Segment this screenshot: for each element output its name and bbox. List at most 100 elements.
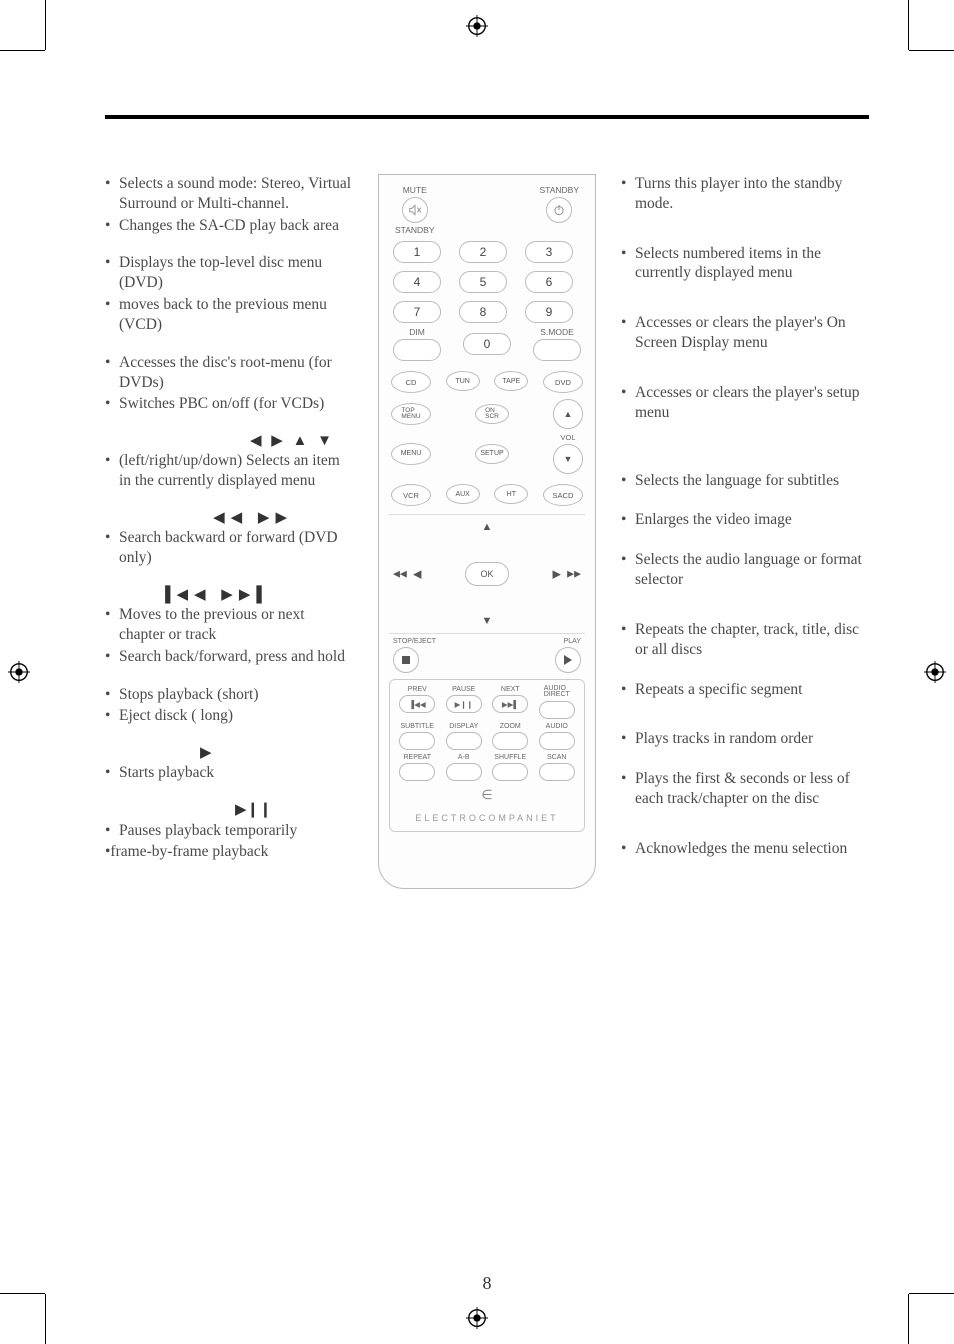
menu-button: MENU bbox=[391, 443, 431, 465]
num-2-button: 2 bbox=[459, 241, 507, 263]
zoom-button bbox=[492, 732, 528, 750]
right-group: Plays tracks in random order bbox=[621, 729, 869, 749]
pause-button: ▶❙❙ bbox=[446, 695, 482, 713]
middle-column: MUTE STANDBY STANDBY 1 bbox=[371, 174, 603, 889]
next-button: ▶▶▌ bbox=[492, 695, 528, 713]
list-item-raw: •frame-by-frame playback bbox=[105, 842, 353, 862]
list-item: Plays tracks in random order bbox=[621, 729, 869, 749]
audio-direct-button bbox=[539, 701, 575, 719]
columns: Selects a sound mode: Stereo, Virtual Su… bbox=[105, 174, 869, 889]
menu-row-1: TOP MENU ON SCR bbox=[391, 399, 583, 429]
standby-label-2: STANDBY bbox=[395, 225, 435, 235]
next-label: NEXT bbox=[501, 686, 520, 693]
right-group: Plays the first & seconds or less of eac… bbox=[621, 769, 869, 809]
crop-mark bbox=[909, 1293, 954, 1294]
right-group: Acknowledges the menu selection bbox=[621, 839, 869, 859]
display-label: DISPLAY bbox=[449, 723, 478, 730]
remote-diagram: MUTE STANDBY STANDBY 1 bbox=[378, 174, 596, 889]
left-group-8: Starts playback bbox=[105, 763, 353, 783]
left-group-6: Moves to the previous or next chapter or… bbox=[105, 605, 353, 666]
display-button bbox=[446, 732, 482, 750]
num-6-button: 6 bbox=[525, 271, 573, 293]
crop-mark bbox=[45, 0, 46, 50]
prev-button: ▐◀◀ bbox=[399, 695, 435, 713]
smode-button bbox=[533, 339, 581, 361]
list-item: Accesses or clears the player's setup me… bbox=[621, 383, 869, 423]
right-group: Accesses or clears the player's setup me… bbox=[621, 383, 869, 423]
standby-button bbox=[546, 197, 572, 223]
audio-direct-label: AUDIO DIRECT bbox=[544, 686, 570, 699]
right-group: Turns this player into the standby mode. bbox=[621, 174, 869, 214]
skip-symbol: ▐◀◀ ▶▶▌ bbox=[105, 586, 353, 605]
smode-label: S.MODE bbox=[540, 327, 574, 337]
left-group-7: Stops playback (short) Eject disck ( lon… bbox=[105, 685, 353, 727]
brand-label: ELECTROCOMPANIET bbox=[396, 813, 578, 823]
right-group: Accesses or clears the player's On Scree… bbox=[621, 313, 869, 353]
tun-button: TUN bbox=[446, 371, 480, 391]
repeat-label: REPEAT bbox=[404, 754, 432, 761]
left-group-5: Search backward or forward (DVD only) bbox=[105, 528, 353, 568]
stop-play-row: STOP/EJECT PLAY bbox=[389, 638, 585, 673]
euro-icon: ∈ bbox=[396, 787, 578, 803]
right-group: Selects the language for subtitles bbox=[621, 471, 869, 491]
num-4-button: 4 bbox=[393, 271, 441, 293]
list-item: Selects the audio language or format sel… bbox=[621, 550, 869, 590]
list-item: Search back/forward, press and hold bbox=[105, 647, 353, 667]
pause-symbol: ▶❙❙ bbox=[105, 801, 353, 820]
ok-button: OK bbox=[465, 562, 509, 586]
list-item: Accesses or clears the player's On Scree… bbox=[621, 313, 869, 353]
list-item: Accesses the disc's root-menu (for DVDs) bbox=[105, 353, 353, 393]
scan-label: SCAN bbox=[547, 754, 566, 761]
list-item: Eject disck ( long) bbox=[105, 706, 353, 726]
cd-button: CD bbox=[391, 371, 431, 393]
play-label: PLAY bbox=[564, 638, 581, 645]
play-symbol: ▶ bbox=[105, 744, 353, 763]
list-item: Changes the SA-CD play back area bbox=[105, 216, 353, 236]
subtitle-button bbox=[399, 732, 435, 750]
on-scr-button: ON SCR bbox=[475, 404, 509, 424]
dim-button bbox=[393, 339, 441, 361]
crop-mark bbox=[909, 50, 954, 51]
num-5-button: 5 bbox=[459, 271, 507, 293]
left-group-4: (left/right/up/down) Selects an item in … bbox=[105, 451, 353, 491]
left-column: Selects a sound mode: Stereo, Virtual Su… bbox=[105, 174, 353, 889]
crop-mark bbox=[45, 1294, 46, 1344]
dim-label: DIM bbox=[409, 327, 425, 337]
page-number: 8 bbox=[483, 1273, 492, 1294]
list-item: Starts playback bbox=[105, 763, 353, 783]
shuffle-button bbox=[492, 763, 528, 781]
ab-button bbox=[446, 763, 482, 781]
ht-button: HT bbox=[494, 484, 528, 504]
stop-eject-label: STOP/EJECT bbox=[393, 638, 436, 645]
number-pad: 1 2 3 4 5 6 7 8 9 bbox=[393, 241, 581, 323]
list-item: Repeats a specific segment bbox=[621, 680, 869, 700]
left-group-1: Selects a sound mode: Stereo, Virtual Su… bbox=[105, 174, 353, 235]
menu-row-2: MENU SETUP VOL bbox=[391, 433, 583, 474]
right-group: Repeats a specific segment bbox=[621, 680, 869, 700]
num-0-button: 0 bbox=[463, 333, 511, 355]
num-9-button: 9 bbox=[525, 301, 573, 323]
vcr-button: VCR bbox=[391, 484, 431, 506]
vol-up-button bbox=[553, 399, 583, 429]
registration-mark bbox=[924, 661, 946, 683]
num-8-button: 8 bbox=[459, 301, 507, 323]
right-group: Selects the audio language or format sel… bbox=[621, 550, 869, 590]
dvd-button: DVD bbox=[543, 371, 583, 393]
registration-mark bbox=[8, 661, 30, 683]
list-item: Pauses playback temporarily bbox=[105, 821, 353, 841]
repeat-button bbox=[399, 763, 435, 781]
shuffle-label: SHUFFLE bbox=[494, 754, 526, 761]
pause-label: PAUSE bbox=[452, 686, 475, 693]
mute-label: MUTE bbox=[403, 185, 427, 195]
ab-label: A-B bbox=[458, 754, 470, 761]
nav-pad: ▲ ▼ ◀ ▶ ◀◀ ▶▶ OK bbox=[389, 514, 585, 634]
right-column: Turns this player into the standby mode.… bbox=[621, 174, 869, 889]
list-item: Switches PBC on/off (for VCDs) bbox=[105, 394, 353, 414]
num-7-button: 7 bbox=[393, 301, 441, 323]
sacd-button: SACD bbox=[543, 484, 583, 506]
bottom-button-grid: PREV▐◀◀ PAUSE▶❙❙ NEXT▶▶▌ AUDIO DIRECT SU… bbox=[389, 679, 585, 832]
crop-mark bbox=[908, 0, 909, 50]
registration-mark bbox=[466, 15, 488, 37]
play-button bbox=[555, 647, 581, 673]
right-group: Repeats the chapter, track, title, disc … bbox=[621, 620, 869, 660]
